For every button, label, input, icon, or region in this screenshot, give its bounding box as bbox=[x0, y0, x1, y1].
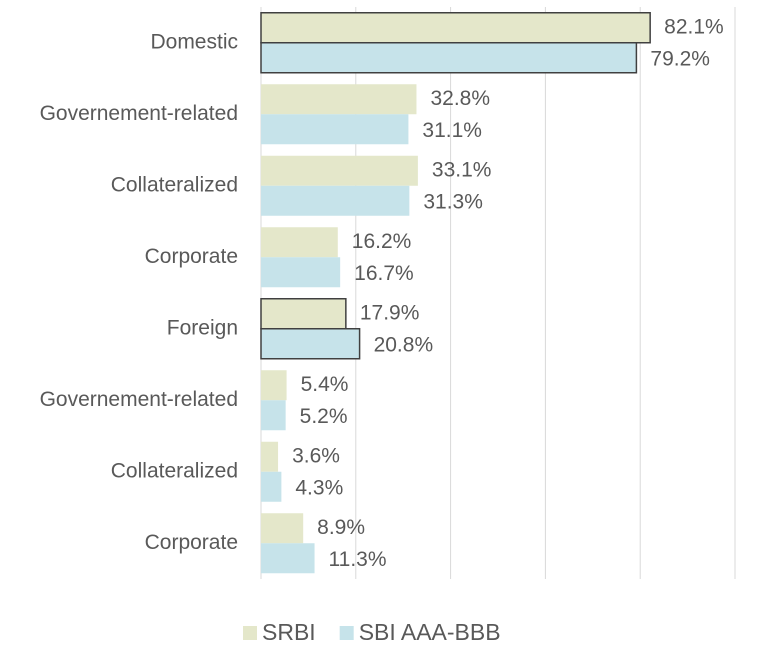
value-label: 79.2% bbox=[650, 47, 710, 70]
bar bbox=[260, 12, 651, 44]
value-label: 3.6% bbox=[292, 444, 340, 467]
bar bbox=[261, 441, 279, 472]
bar bbox=[260, 328, 361, 360]
category-label: Governement-related bbox=[40, 102, 238, 125]
bar bbox=[261, 185, 410, 216]
bar bbox=[260, 298, 347, 330]
category-label: Domestic bbox=[150, 30, 238, 53]
legend-swatch bbox=[243, 626, 257, 640]
value-label: 16.2% bbox=[352, 230, 412, 253]
value-label: 32.8% bbox=[430, 87, 490, 110]
category-label: Corporate bbox=[145, 531, 238, 554]
bar bbox=[261, 471, 282, 502]
category-label: Collateralized bbox=[111, 459, 238, 482]
value-label: 16.7% bbox=[354, 262, 414, 285]
bar bbox=[261, 370, 287, 401]
value-label: 33.1% bbox=[432, 158, 492, 181]
value-label: 4.3% bbox=[295, 476, 343, 499]
category-label: Foreign bbox=[167, 316, 238, 339]
value-label: 11.3% bbox=[329, 548, 387, 571]
value-label: 31.3% bbox=[423, 190, 483, 213]
legend-label: SRBI bbox=[262, 619, 316, 645]
legend-swatch bbox=[339, 626, 354, 640]
value-label: 8.9% bbox=[317, 516, 365, 539]
bar bbox=[261, 257, 341, 288]
value-label: 5.4% bbox=[301, 373, 349, 396]
bar bbox=[261, 227, 338, 258]
bar bbox=[261, 155, 418, 186]
category-label: Corporate bbox=[145, 245, 238, 268]
bar bbox=[261, 84, 417, 115]
category-label: Collateralized bbox=[111, 173, 238, 196]
bar bbox=[261, 543, 315, 574]
value-label: 20.8% bbox=[374, 333, 434, 356]
bar bbox=[261, 114, 409, 145]
value-label: 31.1% bbox=[422, 119, 482, 142]
bar bbox=[260, 42, 638, 74]
category-label: Governement-related bbox=[40, 388, 238, 411]
bar bbox=[261, 513, 304, 544]
value-label: 82.1% bbox=[664, 15, 724, 38]
value-label: 17.9% bbox=[360, 301, 420, 324]
legend-label: SBI AAA-BBB bbox=[359, 619, 501, 645]
bar bbox=[261, 400, 286, 431]
value-label: 5.2% bbox=[300, 405, 348, 428]
